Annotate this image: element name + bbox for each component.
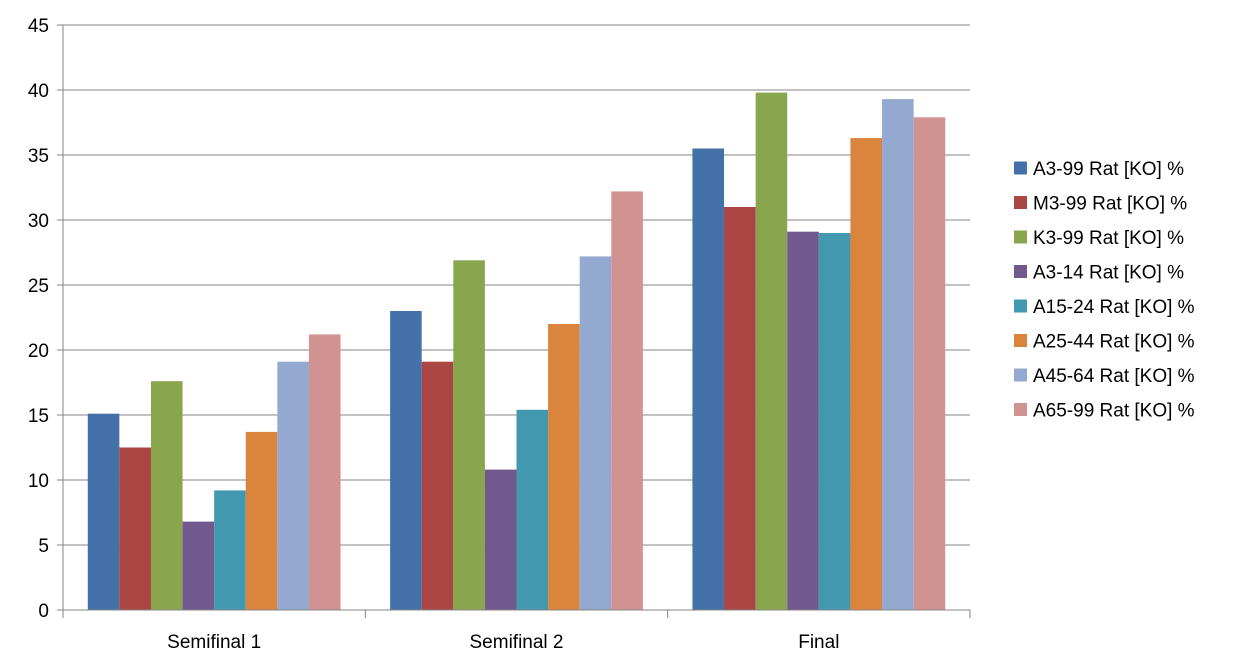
legend-label: A15-24 Rat [KO] % [1033,297,1195,318]
series-4 [182,231,819,610]
legend-item: M3-99 Rat [KO] % [1014,194,1187,215]
y-tick-label: 0 [38,601,49,622]
bar [119,447,151,610]
bar [724,207,756,610]
y-tick-label: 20 [28,341,49,362]
bar [87,413,120,610]
legend-label: K3-99 Rat [KO] % [1033,228,1184,249]
bar [516,409,549,610]
legend-label: A65-99 Rat [KO] % [1033,401,1195,422]
legend-swatch [1014,403,1027,416]
series-2 [119,207,756,610]
y-tick-label: 5 [38,536,49,557]
legend-label: A3-14 Rat [KO] % [1033,263,1184,284]
legend-swatch [1014,368,1027,382]
x-axis-category-labels: Semifinal 1 Semifinal 2 Final [167,632,839,653]
series-7 [277,99,914,610]
bar [548,324,580,610]
legend-item: A3-99 Rat [KO] % [1014,159,1184,180]
bar [611,191,643,610]
legend: A3-99 Rat [KO] % M3-99 Rat [KO] % K3-99 Ra… [1014,159,1195,422]
y-tick-label: 30 [28,211,49,232]
series-1 [87,148,725,610]
bar [390,311,422,610]
legend-item: A15-24 Rat [KO] % [1014,297,1195,318]
legend-swatch [1014,161,1027,175]
x-tick-label: Semifinal 1 [167,632,261,653]
bar [755,92,788,611]
series-5 [214,233,851,610]
bar [913,117,946,611]
x-tick-label: Final [798,632,839,653]
bar [150,381,183,610]
bar [850,138,883,610]
legend-label: A3-99 Rat [KO] % [1033,159,1184,180]
legend-item: A3-14 Rat [KO] % [1014,263,1184,284]
bar [787,231,819,610]
legend-swatch [1014,230,1027,244]
legend-item: K3-99 Rat [KO] % [1014,228,1184,249]
y-tick-label: 10 [28,471,49,492]
bar [484,469,517,610]
series-6 [245,138,883,610]
bar [182,521,215,610]
legend-label: A25-44 Rat [KO] % [1033,332,1195,353]
bar [453,260,485,610]
legend-label: A45-64 Rat [KO] % [1033,366,1195,387]
legend-swatch [1014,265,1027,278]
legend-swatch [1014,196,1027,209]
bar [692,148,725,610]
legend-swatch [1014,334,1027,347]
legend-item: A65-99 Rat [KO] % [1014,401,1195,422]
y-axis-tick-labels: 0 5 10 15 20 25 30 35 40 45 [28,16,49,622]
bar [579,256,612,610]
y-tick-label: 40 [28,81,49,102]
bars [87,92,946,611]
series-3 [150,92,788,611]
bar [421,361,454,610]
bar [214,490,246,610]
bar [818,233,851,610]
y-tick-label: 25 [28,276,49,297]
x-tick-label: Semifinal 2 [470,632,564,653]
legend-swatch [1014,299,1027,313]
y-tick-label: 35 [28,146,49,167]
series-8 [308,117,946,611]
bar [308,334,341,610]
legend-item: A45-64 Rat [KO] % [1014,366,1195,387]
bar [277,361,309,610]
bar [882,99,914,610]
y-tick-label: 15 [28,406,49,427]
legend-item: A25-44 Rat [KO] % [1014,332,1195,353]
bar [245,431,278,610]
legend-label: M3-99 Rat [KO] % [1033,194,1187,215]
y-tick-label: 45 [28,16,49,37]
